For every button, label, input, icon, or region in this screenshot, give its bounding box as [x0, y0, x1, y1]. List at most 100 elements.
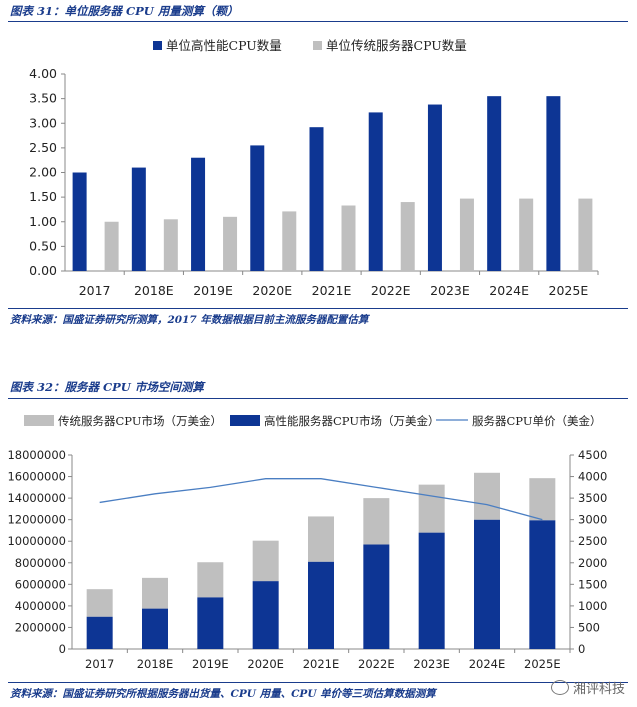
bar-traditional	[252, 540, 279, 582]
bar-traditional	[529, 478, 556, 521]
y-left-tick-label: 12000000	[7, 513, 66, 527]
bar-high-performance	[487, 96, 502, 271]
wechat-icon	[550, 680, 569, 695]
legend-label-high: 高性能服务器CPU市场（万美金）	[264, 414, 440, 428]
figure2-source: 资料来源：国盛证券研究所根据服务器出货量、CPU 用量、CPU 单价等三项估算数…	[10, 688, 436, 700]
bar-traditional	[223, 216, 238, 271]
bar-high-performance	[72, 172, 87, 271]
bar-traditional	[519, 198, 534, 271]
legend-swatch	[153, 41, 162, 50]
x-tick-label: 2022E	[358, 657, 395, 671]
y-right-tick-label: 2000	[578, 556, 607, 570]
figure1-bottom-rule	[8, 308, 628, 309]
bar-high-performance	[197, 597, 224, 649]
legend-swatch-traditional	[24, 415, 54, 426]
bar-high-performance	[309, 127, 324, 271]
x-tick-label: 2021E	[303, 657, 340, 671]
y-tick-label: 3.00	[29, 115, 57, 130]
x-tick-label: 2025E	[524, 657, 561, 671]
bar-traditional	[418, 484, 445, 533]
y-left-tick-label: 4000000	[15, 599, 66, 613]
y-tick-label: 2.00	[29, 165, 57, 180]
bar-high-performance	[474, 519, 500, 649]
bar-traditional	[163, 219, 178, 271]
bar-high-performance	[191, 157, 206, 271]
x-tick-label: 2019E	[192, 657, 229, 671]
x-tick-label: 2020E	[247, 657, 284, 671]
y-tick-label: 1.50	[29, 189, 57, 204]
y-left-tick-label: 10000000	[7, 534, 66, 548]
y-right-tick-label: 2500	[578, 534, 607, 548]
figure1-source: 资料来源：国盛证券研究所测算，2017 年数据根据目前主流服务器配置估算	[10, 314, 369, 326]
bar-traditional	[142, 577, 168, 609]
y-tick-label: 1.00	[29, 214, 57, 229]
bar-high-performance	[252, 581, 279, 649]
figure1-top-rule	[8, 21, 628, 22]
y-right-tick-label: 3000	[578, 513, 607, 527]
y-left-tick-label: 14000000	[7, 491, 66, 505]
x-tick-label: 2021E	[312, 283, 352, 298]
y-tick-label: 0.00	[29, 263, 57, 278]
bar-traditional	[308, 516, 334, 562]
bar-high-performance	[529, 520, 556, 649]
y-tick-label: 0.50	[29, 238, 57, 253]
bar-high-performance	[142, 608, 168, 649]
y-right-tick-label: 500	[578, 620, 600, 634]
y-right-tick-label: 1500	[578, 577, 607, 591]
x-tick-label: 2020E	[252, 283, 292, 298]
bar-high-performance	[363, 544, 390, 649]
bar-traditional	[86, 589, 113, 617]
figure2-bottom-rule	[8, 682, 628, 683]
figure2-top-rule	[8, 398, 628, 399]
legend-label: 单位高性能CPU数量	[166, 38, 282, 53]
figure2-chart: 0 2000000 4000000 6000000 8000000 10000000 120…	[7, 414, 607, 671]
bar-high-performance	[131, 167, 146, 271]
y-tick-label: 4.00	[29, 66, 57, 81]
line-cpu-unit-price	[99, 478, 543, 521]
x-tick-label: 2018E	[137, 657, 174, 671]
x-tick-label: 2017	[85, 657, 114, 671]
x-tick-label: 2025E	[549, 283, 589, 298]
x-tick-label: 2024E	[469, 657, 506, 671]
y-left-tick-label: 16000000	[7, 470, 66, 484]
x-tick-label: 2023E	[430, 283, 470, 298]
bar-traditional	[104, 221, 119, 271]
bar-traditional	[282, 211, 297, 271]
figure1-chart: 0.00 0.50 1.00 1.50 2.00 2.50 3.00 3.50 4.00 2017…	[29, 38, 599, 298]
x-tick-label: 2017	[79, 283, 111, 298]
legend-swatch-high	[230, 415, 260, 426]
x-tick-label: 2024E	[489, 283, 529, 298]
bar-traditional	[474, 472, 500, 520]
legend-label-traditional: 传统服务器CPU市场（万美金）	[58, 414, 222, 428]
bar-high-performance	[86, 616, 113, 649]
y-right-tick-label: 0	[578, 642, 585, 656]
legend-label: 单位传统服务器CPU数量	[326, 38, 467, 53]
x-tick-label: 2018E	[134, 283, 174, 298]
y-right-tick-label: 4500	[578, 448, 607, 462]
bar-high-performance	[546, 96, 561, 271]
bar-high-performance	[427, 104, 442, 271]
bar-high-performance	[250, 145, 265, 271]
y-left-tick-label: 0	[59, 642, 66, 656]
legend-label-line: 服务器CPU单价（美金）	[472, 414, 602, 428]
bar-traditional	[400, 202, 415, 271]
bar-traditional	[578, 198, 593, 271]
x-tick-label: 2019E	[193, 283, 233, 298]
watermark: 湘评科技	[550, 678, 625, 697]
bar-high-performance	[308, 561, 334, 649]
figure1-title: 图表 31：单位服务器 CPU 用量测算（颗）	[10, 4, 239, 18]
bar-high-performance	[368, 112, 383, 271]
x-tick-label: 2022E	[371, 283, 411, 298]
legend-swatch	[313, 41, 322, 50]
bar-traditional	[459, 198, 474, 271]
figure2-title: 图表 32：服务器 CPU 市场空间测算	[10, 380, 204, 394]
y-tick-label: 2.50	[29, 140, 57, 155]
y-left-tick-label: 8000000	[15, 556, 66, 570]
y-right-tick-label: 4000	[578, 470, 607, 484]
y-left-tick-label: 2000000	[15, 620, 66, 634]
bar-high-performance	[418, 532, 445, 649]
y-right-tick-label: 3500	[578, 491, 607, 505]
y-right-tick-label: 1000	[578, 599, 607, 613]
x-tick-label: 2023E	[413, 657, 450, 671]
watermark-text: 湘评科技	[572, 682, 625, 697]
